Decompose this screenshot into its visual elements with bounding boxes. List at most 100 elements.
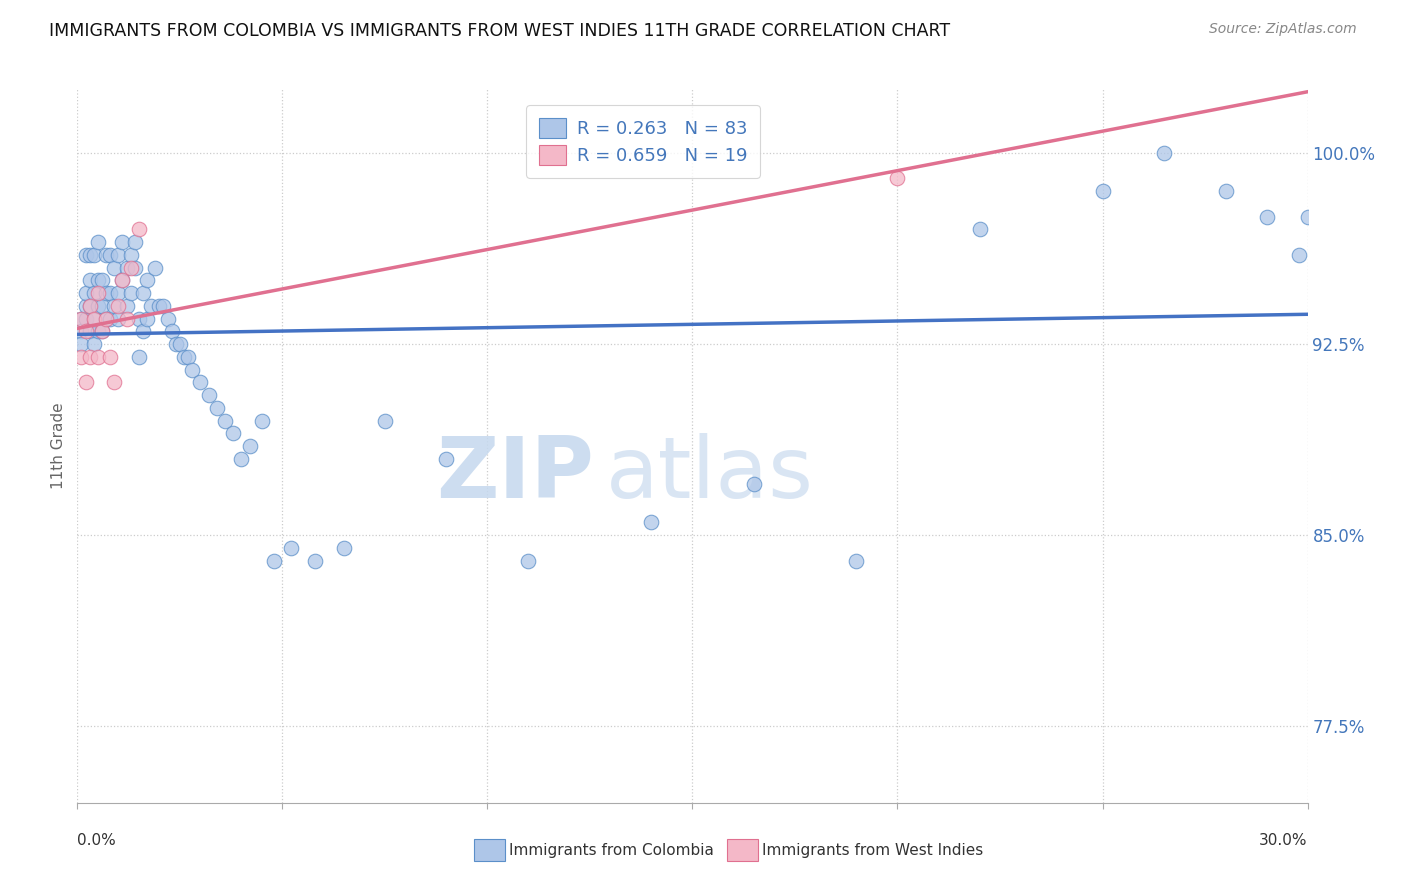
Point [70, 337, 93, 351]
Point [169, 337, 191, 351]
Point [90, 324, 114, 338]
Text: Immigrants from West Indies: Immigrants from West Indies [762, 843, 983, 857]
Point [742, 477, 765, 491]
Point [120, 260, 142, 275]
Point [128, 350, 150, 364]
Point [75, 311, 97, 326]
Point [436, 451, 458, 466]
Point [75, 286, 97, 301]
Point [111, 273, 134, 287]
Point [148, 299, 170, 313]
Text: atlas: atlas [606, 433, 814, 516]
Point [87, 299, 110, 313]
Point [87, 273, 110, 287]
Point [98, 286, 121, 301]
Point [103, 299, 125, 313]
Point [128, 222, 150, 236]
Point [98, 350, 121, 364]
Point [111, 273, 134, 287]
Point [87, 235, 110, 249]
Point [197, 388, 219, 402]
Point [160, 324, 183, 338]
Point [83, 248, 105, 262]
Point [79, 299, 101, 313]
Text: Immigrants from Colombia: Immigrants from Colombia [509, 843, 714, 857]
Point [75, 299, 97, 313]
Point [640, 516, 662, 530]
Point [222, 426, 245, 441]
Point [98, 311, 121, 326]
Point [143, 260, 166, 275]
Point [94, 286, 117, 301]
Point [136, 311, 159, 326]
Y-axis label: 11th Grade: 11th Grade [51, 402, 66, 490]
Point [115, 260, 138, 275]
Point [94, 248, 117, 262]
Point [250, 413, 273, 427]
Point [90, 324, 114, 338]
Point [79, 299, 101, 313]
Point [103, 260, 125, 275]
Point [173, 350, 195, 364]
Point [79, 273, 101, 287]
Text: 0.0%: 0.0% [77, 833, 117, 848]
Point [177, 350, 200, 364]
Point [517, 554, 540, 568]
Point [94, 311, 117, 326]
Point [111, 235, 134, 249]
Point [263, 554, 285, 568]
Point [79, 248, 101, 262]
Point [304, 554, 326, 568]
Point [132, 286, 155, 301]
Point [87, 286, 110, 301]
Point [1153, 145, 1175, 160]
Point [75, 376, 97, 390]
Point [83, 311, 105, 326]
Point [156, 311, 179, 326]
Point [132, 324, 155, 338]
Point [87, 350, 110, 364]
Point [107, 286, 129, 301]
Point [83, 286, 105, 301]
Point [239, 439, 262, 453]
Text: 30.0%: 30.0% [1260, 833, 1308, 848]
Point [124, 235, 146, 249]
Point [70, 350, 93, 364]
Text: IMMIGRANTS FROM COLOMBIA VS IMMIGRANTS FROM WEST INDIES 11TH GRADE CORRELATION C: IMMIGRANTS FROM COLOMBIA VS IMMIGRANTS F… [49, 22, 950, 40]
Point [120, 286, 142, 301]
Point [845, 554, 868, 568]
Point [152, 299, 174, 313]
Point [75, 324, 97, 338]
Point [79, 350, 101, 364]
Point [333, 541, 356, 555]
Point [1256, 210, 1278, 224]
Point [98, 248, 121, 262]
Point [83, 311, 105, 326]
Point [231, 451, 253, 466]
Point [1296, 210, 1319, 224]
Point [181, 362, 204, 376]
Legend: R = 0.263   N = 83, R = 0.659   N = 19: R = 0.263 N = 83, R = 0.659 N = 19 [526, 105, 761, 178]
Point [280, 541, 302, 555]
Point [70, 311, 93, 326]
Point [107, 311, 129, 326]
Point [90, 273, 114, 287]
Point [124, 260, 146, 275]
Point [107, 299, 129, 313]
Point [103, 376, 125, 390]
Point [1215, 184, 1237, 198]
Point [70, 324, 93, 338]
Point [374, 413, 396, 427]
Point [969, 222, 991, 236]
Point [107, 248, 129, 262]
Point [128, 311, 150, 326]
Point [120, 248, 142, 262]
Point [1091, 184, 1114, 198]
Point [90, 299, 114, 313]
Point [205, 401, 228, 415]
Point [83, 337, 105, 351]
Point [886, 171, 908, 186]
Text: Source: ZipAtlas.com: Source: ZipAtlas.com [1209, 22, 1357, 37]
Point [188, 376, 212, 390]
Point [70, 311, 93, 326]
